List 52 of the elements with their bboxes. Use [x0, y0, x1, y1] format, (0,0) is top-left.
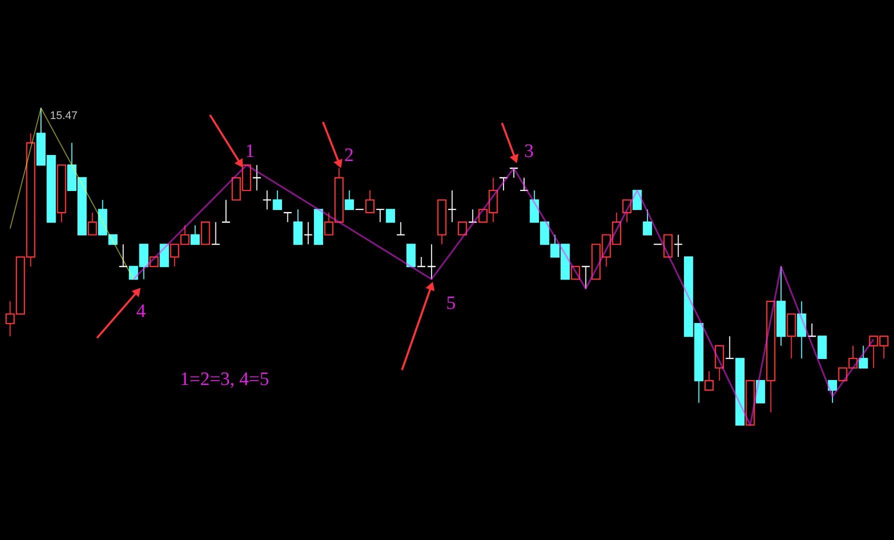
candlestick	[344, 190, 354, 210]
candlestick	[396, 222, 406, 236]
candlestick	[416, 256, 426, 268]
candlestick	[149, 256, 159, 268]
candlestick	[714, 345, 724, 382]
candlestick	[252, 164, 262, 191]
candlestick	[632, 190, 642, 210]
candlestick	[262, 190, 272, 210]
candlestick	[272, 190, 282, 210]
candlestick	[519, 177, 529, 192]
annotation: 2	[344, 145, 354, 166]
candlestick	[818, 336, 827, 360]
annotation: 3	[524, 141, 534, 162]
candlestick	[807, 323, 817, 337]
candlestick	[581, 266, 590, 290]
candlestick	[365, 190, 375, 214]
candlestick	[704, 370, 714, 391]
candlestick	[293, 208, 303, 245]
candlestick	[386, 208, 396, 223]
candlestick	[221, 199, 231, 223]
candlestick	[406, 244, 416, 268]
candlestick	[118, 244, 128, 268]
candlestick	[376, 208, 385, 223]
candlestick	[426, 244, 436, 280]
candlestick	[509, 168, 518, 178]
candlestick	[458, 222, 468, 236]
annotation: 4	[136, 301, 146, 322]
candlestick	[468, 208, 478, 223]
candlestick	[756, 380, 766, 404]
candlestick	[200, 222, 210, 245]
candlestick	[190, 224, 200, 245]
candlestick	[570, 266, 580, 280]
candlestick	[88, 212, 97, 236]
candlestick	[211, 222, 220, 245]
candlestick	[283, 212, 292, 223]
candlestick	[498, 177, 508, 191]
candlestick	[786, 313, 796, 359]
candlestick	[160, 244, 169, 268]
candlestick	[448, 190, 457, 223]
candlestick	[725, 336, 734, 360]
candlestick	[858, 345, 868, 369]
annotation: 5	[446, 293, 456, 314]
candlestick	[663, 234, 673, 258]
candlestick	[828, 380, 838, 404]
annotation: 1=2=3, 4=5	[180, 369, 270, 390]
annotation: 15.47	[50, 110, 78, 122]
candlestick	[622, 199, 632, 223]
candlestick	[674, 234, 683, 258]
candlestick	[304, 222, 313, 245]
annotation: 1	[245, 141, 255, 162]
candlestick	[642, 208, 652, 236]
candlestick	[797, 300, 806, 359]
